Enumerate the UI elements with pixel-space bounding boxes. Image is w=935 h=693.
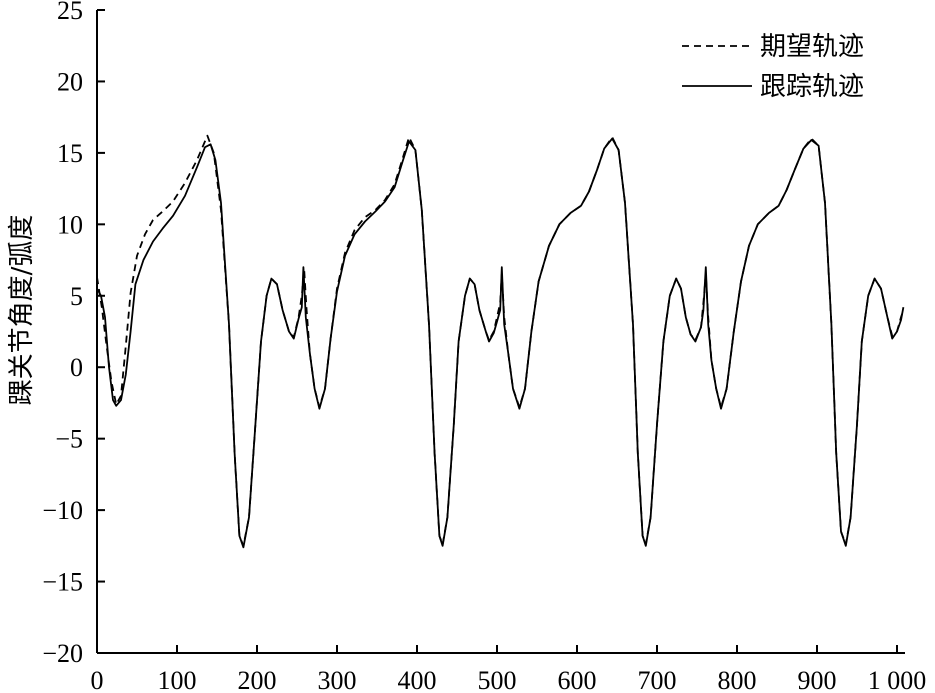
y-axis-ticks: −20 −15 −10 −5 0 5 10 15 20 25 [42, 0, 105, 668]
x-tick-label: 400 [398, 666, 437, 693]
series-layer [96, 134, 905, 549]
y-tick-label: 25 [57, 0, 83, 25]
y-tick-label: 0 [70, 353, 83, 382]
y-tick-label: 10 [57, 210, 83, 239]
x-tick-label: 500 [478, 666, 517, 693]
legend-label: 期望轨迹 [760, 32, 864, 62]
x-tick-label: 700 [638, 666, 677, 693]
legend-label: 跟踪轨迹 [760, 72, 864, 102]
y-axis-title: 踝关节角度/弧度 [7, 215, 37, 406]
y-tick-label: −5 [55, 425, 83, 454]
x-axis-ticks: 0 100 200 300 400 500 600 700 800 900 1 000 [91, 645, 927, 693]
x-tick-label: 0 [91, 666, 104, 693]
x-tick-label: 200 [238, 666, 277, 693]
x-tick-label: 100 [158, 666, 197, 693]
x-tick-label: 1 000 [868, 666, 927, 693]
y-tick-label: −20 [42, 639, 83, 668]
x-tick-label: 800 [718, 666, 757, 693]
y-tick-label: −10 [42, 496, 83, 525]
y-tick-label: 15 [57, 139, 83, 168]
y-tick-label: 5 [70, 282, 83, 311]
y-tick-label: −15 [42, 568, 83, 597]
axes [96, 10, 905, 654]
x-tick-label: 300 [318, 666, 357, 693]
y-tick-label: 20 [57, 67, 83, 96]
x-tick-label: 900 [798, 666, 837, 693]
tracking-trajectory-line [96, 137, 905, 549]
x-tick-label: 600 [558, 666, 597, 693]
